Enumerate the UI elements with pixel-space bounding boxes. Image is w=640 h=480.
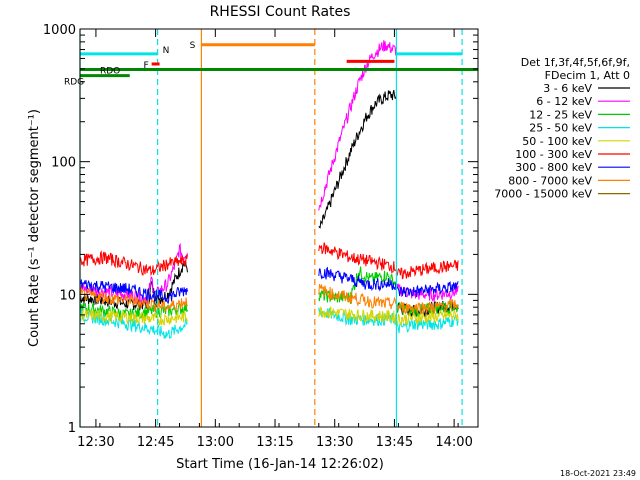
legend-label-12-25-kev: 12 - 25 keV — [529, 108, 592, 121]
legend-label-100-300-kev: 100 - 300 keV — [515, 148, 592, 161]
y-tick-label: 10 — [59, 288, 76, 303]
x-tick-label: 12:45 — [137, 435, 174, 450]
x-tick-label: 13:45 — [376, 435, 413, 450]
flag-label-rdo: RDO — [100, 67, 120, 77]
data-series-layer — [79, 40, 459, 340]
y-tick-label: 1 — [68, 421, 76, 436]
series-3-6-kev-segment-2 — [318, 89, 397, 229]
y-axis: 1 10 100 1000 — [43, 23, 478, 436]
legend-label-800-7000-kev: 800 - 7000 keV — [508, 174, 592, 187]
chart-title: RHESSI Count Rates — [210, 4, 351, 20]
time-marker-layer — [79, 29, 463, 427]
series-300-800-kev-segment-2 — [318, 266, 397, 292]
legend-label-50-100-kev: 50 - 100 keV — [522, 135, 592, 148]
x-axis: 12:30 12:45 13:00 13:15 13:30 13:45 14:00 — [77, 29, 479, 450]
legend-label-7000-15000-kev: 7000 - 15000 keV — [494, 188, 592, 201]
series-800-7000-kev-segment-2 — [318, 284, 397, 310]
series-50-100-kev-segment-3 — [395, 309, 459, 326]
legend-header-line-1: Det 1f,3f,4f,5f,6f,9f, — [521, 56, 630, 69]
legend-label-3-6-kev: 3 - 6 keV — [543, 82, 592, 95]
flag-label-f: F — [143, 61, 148, 71]
series-6-12-kev-segment-2 — [318, 40, 397, 211]
series-300-800-kev-segment-1 — [79, 279, 188, 304]
x-axis-label: Start Time (16-Jan-14 12:26:02) — [176, 457, 384, 472]
series-50-100-kev-segment-2 — [318, 306, 397, 324]
flag-label-s: S — [190, 41, 196, 51]
series-100-300-kev-segment-1 — [79, 250, 188, 277]
series-100-300-kev-segment-3 — [395, 259, 459, 280]
x-tick-label: 12:30 — [77, 435, 114, 450]
x-tick-label: 13:30 — [316, 435, 353, 450]
legend-label-25-50-kev: 25 - 50 keV — [529, 122, 592, 135]
legend-label-6-12-kev: 6 - 12 keV — [536, 95, 592, 108]
flag-bar-layer: N F S RDO RDG — [64, 41, 478, 88]
legend: Det 1f,3f,4f,5f,6f,9f, FDecim 1, Att 0 3… — [494, 56, 630, 201]
y-tick-label: 100 — [51, 156, 76, 171]
series-300-800-kev-segment-3 — [395, 281, 459, 298]
series-100-300-kev-segment-2 — [318, 242, 397, 274]
timestamp: 18-Oct-2021 23:49 — [560, 469, 636, 478]
series-50-100-kev-segment-1 — [79, 308, 188, 326]
flag-label-n: N — [163, 46, 170, 56]
flag-label-rdg: RDG — [64, 78, 84, 88]
series-25-50-kev-segment-3 — [395, 315, 459, 334]
legend-label-300-800-kev: 300 - 800 keV — [515, 161, 592, 174]
y-axis-label: Count Rate (s⁻¹ detector segment⁻¹) — [27, 109, 42, 347]
legend-header-line-2: FDecim 1, Att 0 — [545, 69, 630, 82]
x-tick-label: 13:15 — [256, 435, 293, 450]
x-tick-label: 13:00 — [197, 435, 234, 450]
plot-frame — [79, 28, 479, 428]
x-tick-label: 14:00 — [435, 435, 472, 450]
y-tick-label: 1000 — [43, 23, 76, 38]
series-800-7000-kev-segment-1 — [79, 286, 188, 313]
series-800-7000-kev-segment-3 — [395, 298, 459, 315]
